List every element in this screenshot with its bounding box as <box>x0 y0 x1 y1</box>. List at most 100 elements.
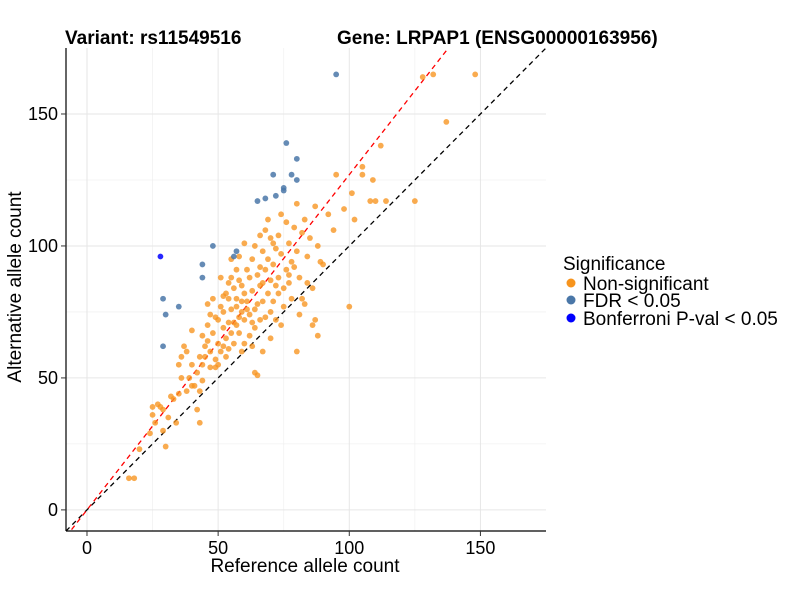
point-series-0 <box>272 316 279 323</box>
point-series-0 <box>267 335 274 342</box>
point-series-0 <box>204 338 211 344</box>
point-series-0 <box>202 343 208 350</box>
point-series-0 <box>244 298 250 305</box>
reference-line-0 <box>66 48 546 531</box>
gene-title: Gene: LRPAP1 (ENSG00000163956) <box>337 28 658 49</box>
point-series-0 <box>160 427 166 434</box>
point-series-0 <box>178 353 185 360</box>
point-series-0 <box>181 343 187 350</box>
point-series-0 <box>236 314 243 321</box>
point-series-0 <box>189 361 195 368</box>
point-series-0 <box>259 280 266 286</box>
point-series-0 <box>230 285 237 292</box>
point-series-0 <box>238 309 245 315</box>
point-series-0 <box>262 227 269 234</box>
point-series-0 <box>241 240 248 247</box>
point-series-0 <box>314 332 321 339</box>
legend-label-bonferroni: Bonferroni P-val < 0.05 <box>583 309 778 330</box>
point-series-0 <box>183 388 190 395</box>
point-series-0 <box>225 295 232 302</box>
point-series-0 <box>291 224 298 231</box>
point-series-0 <box>241 316 248 323</box>
point-series-0 <box>259 298 266 305</box>
point-series-0 <box>278 322 284 329</box>
point-series-0 <box>251 324 258 331</box>
point-series-1 <box>230 253 237 260</box>
point-series-0 <box>220 324 227 331</box>
point-series-0 <box>257 232 263 239</box>
point-series-0 <box>215 361 222 368</box>
point-series-0 <box>270 298 277 305</box>
data-points <box>126 71 479 482</box>
point-series-0 <box>202 353 208 360</box>
point-series-0 <box>286 272 292 278</box>
point-series-1 <box>262 195 269 202</box>
point-series-0 <box>293 248 300 255</box>
point-series-0 <box>189 327 195 334</box>
point-series-0 <box>233 322 240 329</box>
point-series-0 <box>183 348 190 355</box>
point-series-0 <box>173 419 180 426</box>
point-series-0 <box>160 406 166 413</box>
point-series-0 <box>351 216 358 223</box>
point-series-0 <box>265 216 271 223</box>
point-series-0 <box>262 266 269 273</box>
point-series-0 <box>217 274 224 281</box>
point-series-0 <box>259 348 266 355</box>
legend: Significance Non-significant FDR < 0.05 … <box>563 254 778 330</box>
point-series-0 <box>249 319 256 326</box>
point-series-0 <box>199 361 206 368</box>
point-series-1 <box>199 274 206 281</box>
point-series-0 <box>257 264 263 270</box>
point-series-0 <box>147 430 153 437</box>
point-series-0 <box>278 250 284 257</box>
point-series-0 <box>296 274 303 281</box>
x-tick-label: 50 <box>208 538 228 558</box>
point-series-0 <box>233 266 240 273</box>
point-series-0 <box>272 282 279 289</box>
grid-lines <box>66 48 546 531</box>
point-series-0 <box>204 322 211 329</box>
point-series-0 <box>333 171 340 178</box>
point-series-0 <box>223 353 229 360</box>
point-series-0 <box>304 253 311 260</box>
point-series-0 <box>278 211 284 218</box>
point-series-0 <box>236 330 243 336</box>
point-series-0 <box>220 293 227 299</box>
point-series-0 <box>136 446 143 453</box>
point-series-0 <box>346 303 353 310</box>
point-series-0 <box>194 369 201 376</box>
point-series-0 <box>341 206 347 212</box>
reference-lines <box>66 48 546 531</box>
point-series-0 <box>251 306 258 313</box>
point-series-0 <box>149 404 156 410</box>
point-series-1 <box>333 71 340 78</box>
point-series-0 <box>309 285 316 292</box>
point-series-1 <box>209 243 216 249</box>
point-series-0 <box>291 264 298 270</box>
point-series-0 <box>270 240 277 247</box>
point-series-0 <box>262 314 269 321</box>
point-series-0 <box>254 372 261 379</box>
point-series-0 <box>238 298 245 305</box>
point-series-0 <box>249 343 256 350</box>
point-series-0 <box>204 301 211 307</box>
point-series-0 <box>196 419 203 426</box>
legend-marker-bonferroni <box>566 313 576 323</box>
point-series-0 <box>215 340 222 347</box>
point-series-0 <box>238 282 245 289</box>
point-series-0 <box>309 322 316 329</box>
point-series-0 <box>246 332 253 339</box>
y-tick-label: 150 <box>28 104 58 124</box>
y-tick-label: 100 <box>28 236 58 256</box>
point-series-0 <box>330 227 337 234</box>
point-series-0 <box>152 419 159 426</box>
point-series-0 <box>149 411 156 418</box>
y-tick-label: 0 <box>48 500 58 520</box>
point-series-0 <box>301 301 308 307</box>
point-series-0 <box>220 309 227 315</box>
point-series-0 <box>265 256 271 263</box>
y-tick-label: 50 <box>38 368 58 388</box>
axes: 0 50 100 150 0 50 100 150 <box>28 48 546 558</box>
point-series-0 <box>369 177 376 183</box>
